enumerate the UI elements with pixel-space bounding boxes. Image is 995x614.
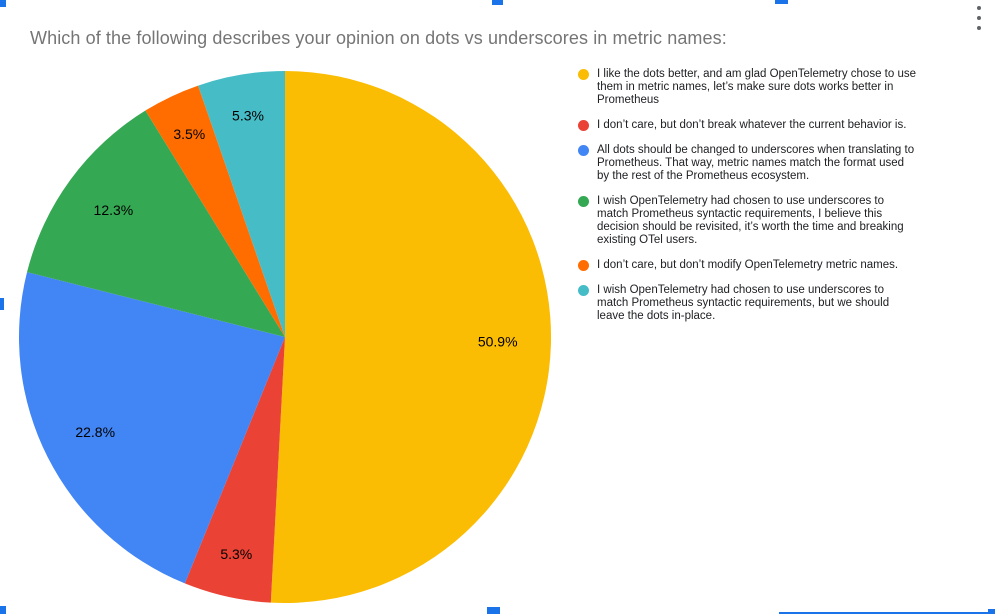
selection-handle-top-middle[interactable] [492, 0, 503, 5]
legend-label: I don’t care, but don’t break whatever t… [597, 119, 907, 131]
legend-item-5: I wish OpenTelemetry had chosen to use u… [578, 284, 978, 323]
menu-dot [977, 26, 981, 30]
legend-label: All dots should be changed to underscore… [597, 144, 915, 182]
pie-slice-label: 12.3% [94, 202, 134, 218]
pie-slice-5[interactable] [198, 71, 285, 337]
legend-swatch-icon [578, 145, 589, 156]
pie-slice-label: 5.3% [220, 546, 252, 562]
legend-item-0: I like the dots better, and am glad Open… [578, 68, 978, 107]
legend-label: I wish OpenTelemetry had chosen to use u… [597, 284, 890, 322]
pie-slice-1[interactable] [184, 337, 285, 603]
menu-dot [977, 6, 981, 10]
chart-title: Which of the following describes your op… [30, 28, 727, 48]
selection-handle-top-left[interactable] [0, 0, 6, 7]
selection-handle-top-right-fragment[interactable] [775, 0, 788, 4]
legend-swatch-icon [578, 120, 589, 131]
chart-legend: I like the dots better, and am glad Open… [578, 68, 978, 323]
more-vert-icon[interactable] [974, 6, 984, 30]
legend-item-3: I wish OpenTelemetry had chosen to use u… [578, 195, 978, 247]
legend-item-1: I don’t care, but don’t break whatever t… [578, 119, 978, 132]
legend-swatch-icon [578, 196, 589, 207]
legend-swatch-icon [578, 285, 589, 296]
legend-swatch-icon [578, 69, 589, 80]
pie-slice-label: 22.8% [75, 424, 115, 440]
pie-slice-0[interactable] [270, 71, 552, 603]
selection-handle-middle-left[interactable] [0, 298, 4, 310]
selection-handle-bottom-left[interactable] [0, 606, 6, 614]
legend-label: I like the dots better, and am glad Open… [597, 68, 916, 106]
pie-slice-3[interactable] [27, 110, 286, 337]
selection-border-bottom [779, 612, 995, 614]
pie-slice-label: 3.5% [173, 126, 205, 142]
pie-slice-4[interactable] [145, 85, 285, 337]
legend-label: I wish OpenTelemetry had chosen to use u… [597, 195, 904, 246]
legend-item-4: I don’t care, but don’t modify OpenTelem… [578, 259, 978, 272]
pie-slice-2[interactable] [18, 272, 285, 584]
selection-handle-bottom-right[interactable] [988, 609, 995, 614]
legend-label: I don’t care, but don’t modify OpenTelem… [597, 259, 899, 271]
pie-slice-label: 5.3% [232, 107, 264, 123]
legend-item-2: All dots should be changed to underscore… [578, 144, 978, 183]
selection-handle-bottom-middle[interactable] [487, 607, 500, 614]
menu-dot [977, 16, 981, 20]
legend-swatch-icon [578, 260, 589, 271]
pie-slice-label: 50.9% [478, 333, 518, 349]
